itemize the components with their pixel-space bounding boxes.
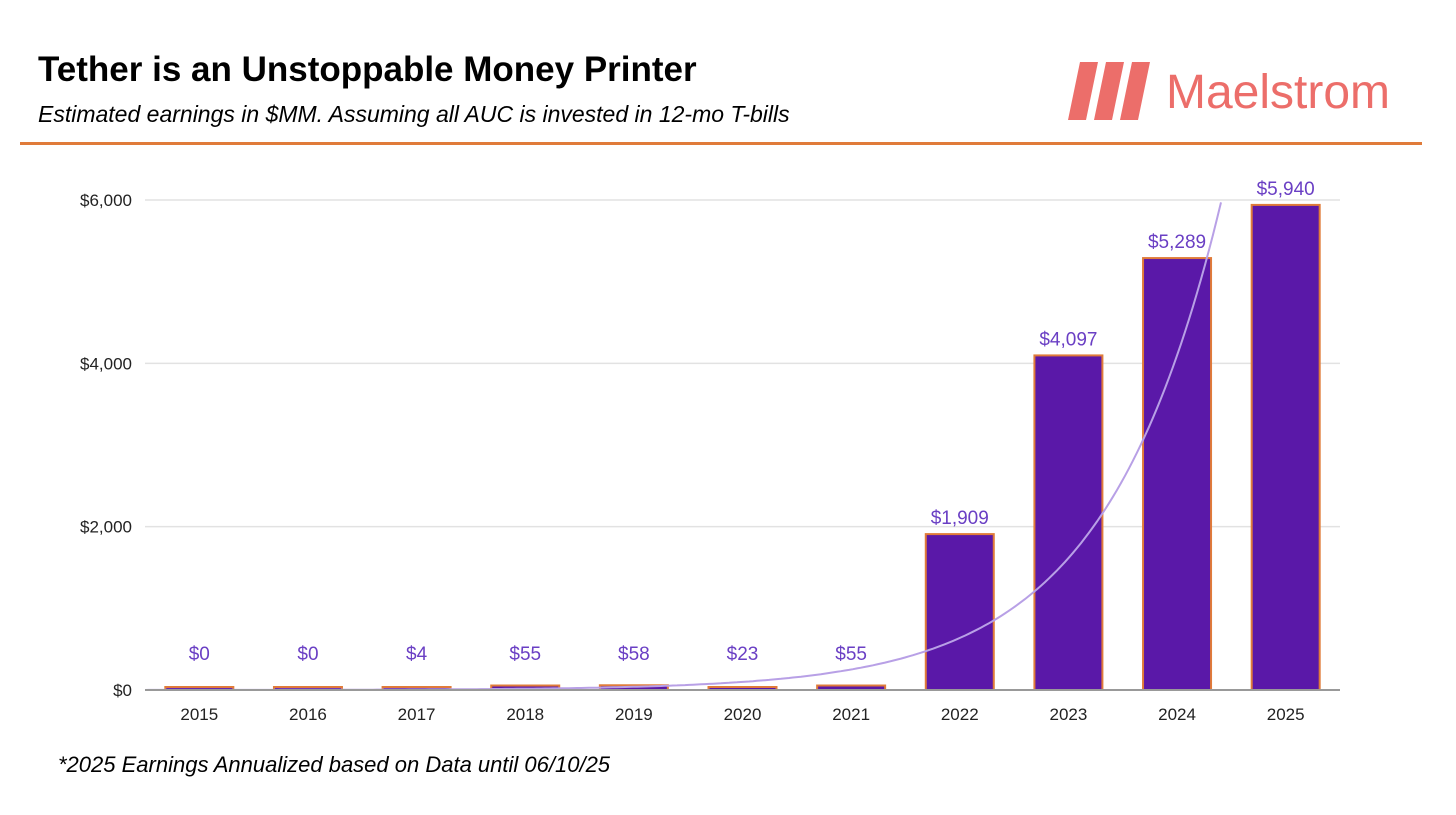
data-label: $4 <box>406 644 428 665</box>
x-tick-label: 2019 <box>615 705 653 724</box>
bar <box>924 533 995 691</box>
y-tick-label: $4,000 <box>80 354 132 373</box>
data-label: $55 <box>835 644 867 665</box>
x-tick-label: 2025 <box>1267 705 1305 724</box>
maelstrom-logo: Maelstrom <box>1066 58 1426 128</box>
data-label: $58 <box>618 644 650 665</box>
logo-bars-icon <box>1068 62 1150 120</box>
bar <box>1033 354 1104 691</box>
y-tick-label: $0 <box>113 681 132 700</box>
chart-title: Tether is an Unstoppable Money Printer <box>38 50 697 89</box>
title-divider <box>20 142 1422 145</box>
chart-subtitle: Estimated earnings in $MM. Assuming all … <box>38 101 790 127</box>
x-tick-label: 2016 <box>289 705 327 724</box>
data-label: $5,289 <box>1148 232 1206 253</box>
data-label: $23 <box>727 644 759 665</box>
x-tick-label: 2024 <box>1158 705 1196 724</box>
bar <box>1142 257 1213 691</box>
x-tick-label: 2017 <box>398 705 436 724</box>
data-label: $0 <box>189 644 210 665</box>
data-label: $4,097 <box>1039 329 1097 350</box>
data-label: $0 <box>297 644 318 665</box>
bar <box>1250 203 1321 691</box>
logo-wordmark: Maelstrom <box>1166 66 1391 119</box>
x-tick-label: 2018 <box>506 705 544 724</box>
x-tick-label: 2022 <box>941 705 979 724</box>
y-tick-label: $6,000 <box>80 191 132 210</box>
x-tick-label: 2015 <box>180 705 218 724</box>
footnote: *2025 Earnings Annualized based on Data … <box>58 752 611 777</box>
y-tick-label: $2,000 <box>80 518 132 537</box>
x-tick-label: 2021 <box>832 705 870 724</box>
data-label: $5,940 <box>1257 179 1315 200</box>
data-label: $55 <box>509 644 541 665</box>
x-tick-label: 2023 <box>1049 705 1087 724</box>
data-label: $1,909 <box>931 508 989 529</box>
x-tick-label: 2020 <box>724 705 762 724</box>
